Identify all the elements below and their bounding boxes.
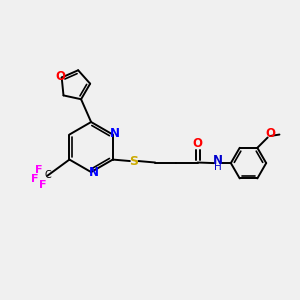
Text: O: O xyxy=(265,127,275,140)
Text: F: F xyxy=(35,166,43,176)
Text: F: F xyxy=(39,180,47,190)
Text: N: N xyxy=(213,154,223,167)
Text: F: F xyxy=(31,174,39,184)
Text: S: S xyxy=(130,154,139,167)
Text: O: O xyxy=(193,137,202,150)
Text: O: O xyxy=(56,70,66,83)
Text: C: C xyxy=(45,170,51,180)
Text: N: N xyxy=(110,128,120,140)
Text: N: N xyxy=(88,166,98,179)
Text: H: H xyxy=(214,162,221,172)
